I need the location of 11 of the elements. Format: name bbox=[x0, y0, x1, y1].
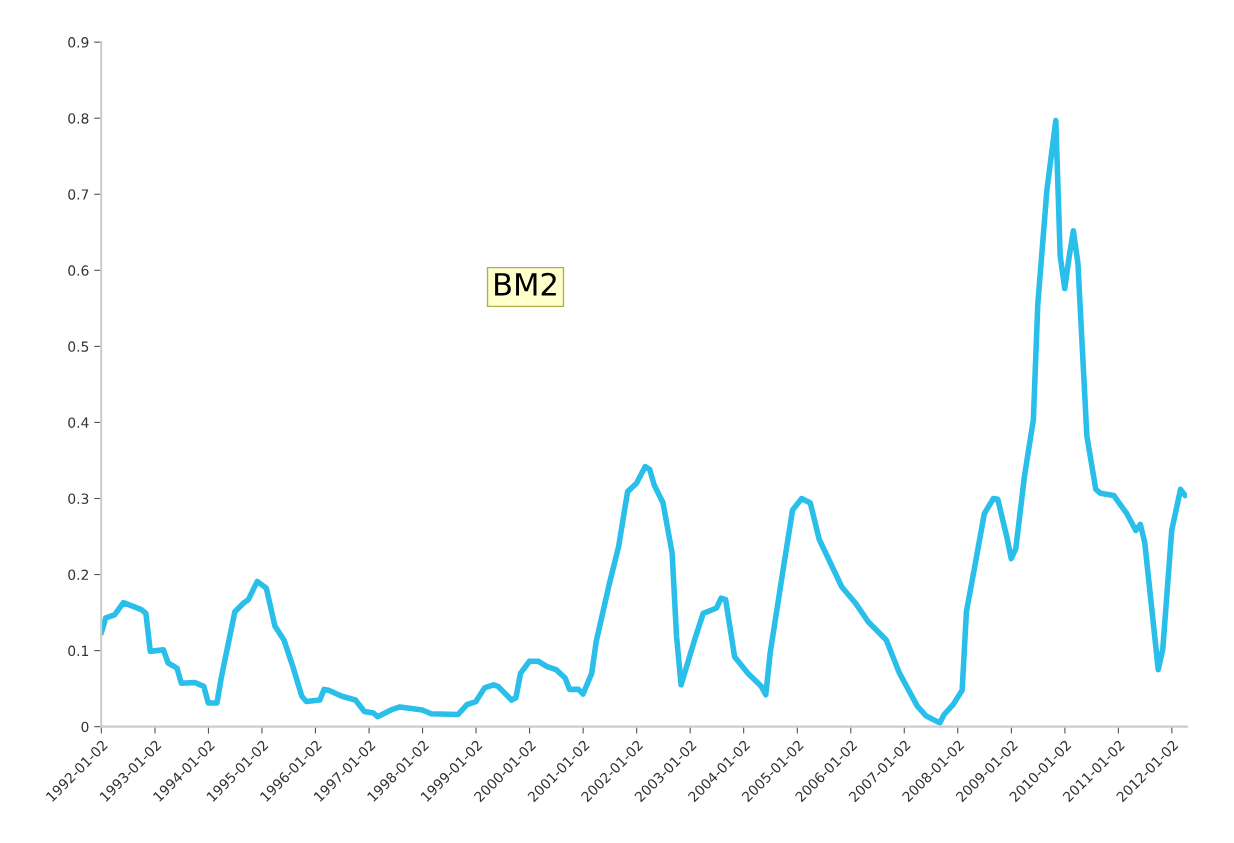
y-tick-label: 0.8 bbox=[68, 113, 89, 124]
y-tick-label: 0.9 bbox=[68, 37, 89, 48]
annotation: BM2 bbox=[495, 272, 556, 296]
y-tick-label: 0 bbox=[81, 721, 89, 733]
y-tick-label: 0.1 bbox=[68, 645, 89, 657]
y-tick-label: 0.5 bbox=[68, 341, 89, 352]
y-tick-label: 0.2 bbox=[68, 569, 88, 581]
y-tick-label: 0.3 bbox=[68, 493, 89, 504]
y-tick-label: 0.6 bbox=[68, 265, 89, 276]
y-tick-label: 0.4 bbox=[68, 417, 89, 428]
y-tick-label: 0.7 bbox=[68, 189, 89, 200]
